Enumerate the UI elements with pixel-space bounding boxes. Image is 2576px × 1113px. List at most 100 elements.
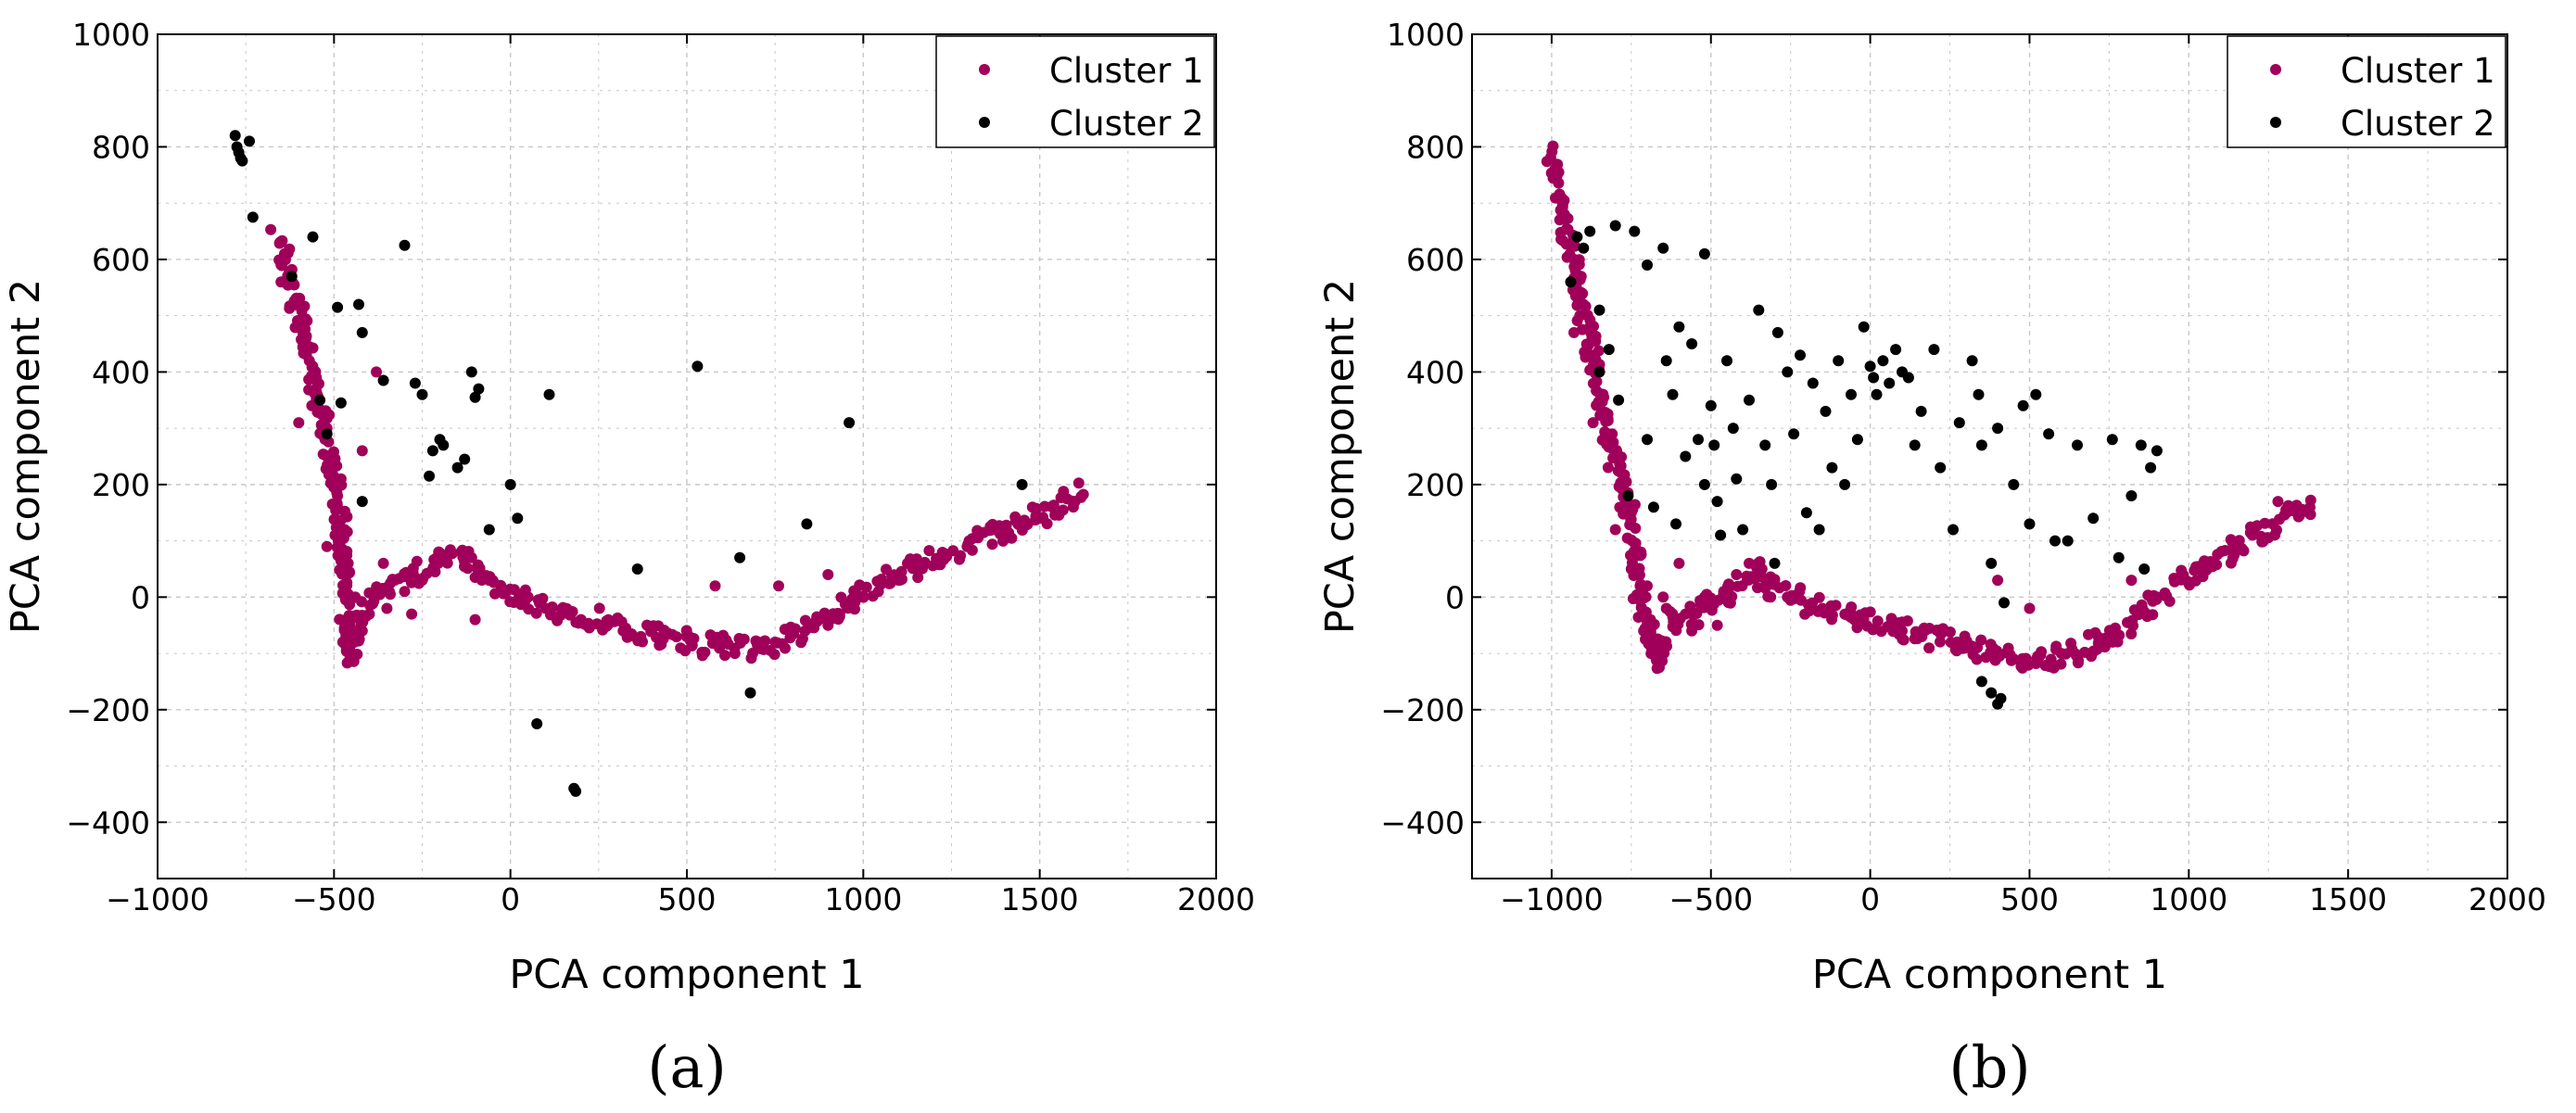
cluster-2-point <box>438 439 450 451</box>
cluster-1-point <box>1944 626 1956 638</box>
cluster-1-point <box>2127 620 2138 632</box>
cluster-1-point <box>1769 574 1781 586</box>
cluster-2-point <box>1667 388 1679 400</box>
cluster-1-point <box>1686 625 1698 637</box>
cluster-1-point <box>2126 575 2138 587</box>
cluster-2-point <box>692 360 704 373</box>
cluster-1-point <box>963 535 975 547</box>
cluster-2-point <box>1660 355 1672 367</box>
cluster-2-point <box>416 388 428 400</box>
cluster-2-point <box>2030 388 2042 400</box>
cluster-1-point <box>1544 152 1556 163</box>
cluster-1-point <box>1609 524 1621 536</box>
cluster-1-point <box>338 524 350 536</box>
y-tick-label: 1000 <box>72 17 150 53</box>
cluster-2-point <box>1016 478 1028 490</box>
x-tick-label: 1000 <box>824 881 902 917</box>
cluster-2-point <box>1813 524 1825 536</box>
cluster-2-point <box>2145 462 2157 474</box>
cluster-1-point <box>351 649 363 660</box>
cluster-1-point <box>1069 496 1081 508</box>
cluster-1-point <box>288 279 300 291</box>
cluster-1-point <box>1813 591 1825 603</box>
cluster-1-point <box>2238 545 2250 557</box>
cluster-1-point <box>2247 529 2258 541</box>
cluster-2-point <box>744 687 756 699</box>
cluster-1-point <box>2304 509 2316 521</box>
legend-label: Cluster 1 <box>1049 51 1204 91</box>
cluster-1-point <box>923 545 935 557</box>
cluster-2-point <box>2087 512 2100 525</box>
cluster-2-point <box>409 377 421 389</box>
cluster-1-point <box>833 611 845 623</box>
cluster-2-point <box>1593 304 1605 316</box>
cluster-2-point <box>229 130 241 142</box>
cluster-2-point <box>2043 428 2055 440</box>
cluster-2-point <box>1986 687 1998 699</box>
cluster-1-point <box>300 332 312 344</box>
cluster-1-point <box>441 551 453 563</box>
cluster-1-point <box>2282 500 2294 512</box>
cluster-1-point <box>755 643 768 655</box>
cluster-1-point <box>2269 529 2281 541</box>
cluster-2-point <box>512 512 524 525</box>
chart-panel-a: −1000 −500 0 500 1000 1500 2000 −400 −200 0 200 400… <box>3 17 1255 1101</box>
cluster-1-point <box>1711 619 1723 631</box>
cluster-1-point <box>349 591 362 603</box>
cluster-1-point <box>1630 523 1642 534</box>
cluster-1-point <box>1022 518 1034 530</box>
cluster-1-point <box>324 409 336 421</box>
plot-frame <box>1471 33 2508 879</box>
x-tick-label: 1500 <box>2309 881 2387 917</box>
cluster-1-point <box>332 490 344 501</box>
cluster-2-point <box>1759 439 1771 451</box>
cluster-2-point <box>424 470 436 482</box>
cluster-2-point <box>1584 225 1596 237</box>
cluster-1-point <box>860 581 872 593</box>
y-tick-label: 600 <box>92 242 150 278</box>
x-tick-label: 1000 <box>2150 881 2227 917</box>
cluster-1-point <box>483 575 495 587</box>
cluster-2-point <box>1995 692 2007 704</box>
legend: Cluster 1 Cluster 2 <box>2227 35 2506 148</box>
cluster-1-point <box>1959 630 1971 642</box>
cluster-2-point <box>1846 388 1857 400</box>
y-tick-label: 400 <box>1406 354 1465 390</box>
cluster-2-point <box>844 417 856 429</box>
cluster-1-point <box>875 577 887 589</box>
cluster-1-point <box>2055 648 2067 660</box>
cluster-2-point <box>801 518 813 530</box>
cluster-1-point <box>822 619 834 631</box>
cluster-1-point <box>1644 613 1656 626</box>
cluster-1-point <box>279 247 290 259</box>
cluster-1-point <box>530 607 542 619</box>
cluster-1-point <box>2136 599 2148 611</box>
cluster-1-point <box>1072 477 1085 489</box>
cluster-1-point <box>2055 658 2067 670</box>
cluster-2-point <box>2138 563 2151 575</box>
x-tick-label: 0 <box>1860 881 1880 917</box>
cluster-2-point <box>1629 225 1641 237</box>
cluster-2-point <box>1890 344 1902 356</box>
cluster-1-point <box>336 568 349 580</box>
cluster-1-point <box>822 569 834 580</box>
cluster-1-point <box>1756 563 1768 575</box>
cluster-1-point <box>2272 496 2284 508</box>
cluster-2-point <box>1935 462 1947 474</box>
cluster-1-point <box>645 625 657 637</box>
x-axis-title: PCA component 1 <box>1812 952 2167 998</box>
cluster-2-point <box>1721 355 1732 367</box>
cluster-1-point <box>1582 339 1594 351</box>
cluster-2-point <box>1877 355 1889 367</box>
y-tick-label: −200 <box>1380 692 1465 728</box>
cluster-1-point <box>1616 467 1628 479</box>
legend-label: Cluster 2 <box>1049 104 1204 144</box>
cluster-2-point <box>2017 399 2029 411</box>
cluster-1-point <box>1635 546 1647 558</box>
cluster-2-point <box>1727 423 1739 435</box>
cluster-1-point <box>1034 512 1046 525</box>
y-tick-label: 200 <box>1406 467 1465 503</box>
cluster-1-point <box>593 602 605 614</box>
cluster-1-point <box>1640 633 1651 645</box>
cluster-1-point <box>1960 642 1972 653</box>
